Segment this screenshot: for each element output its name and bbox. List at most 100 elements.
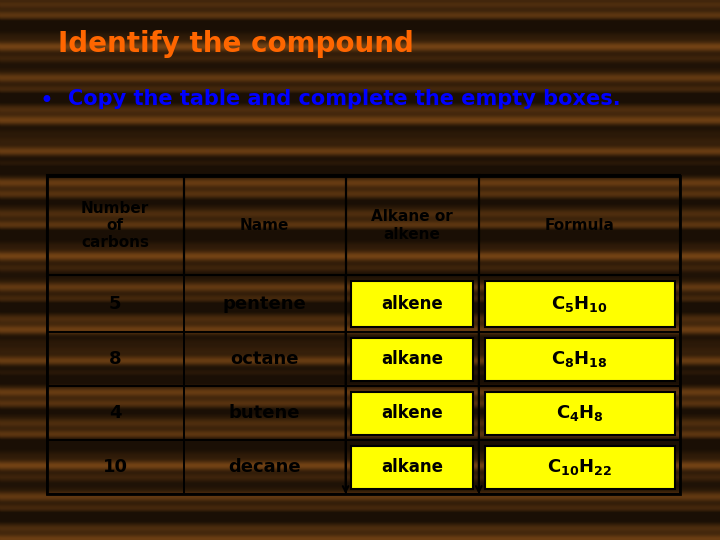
Bar <box>0 429 720 431</box>
Bar <box>0 56 720 57</box>
Bar <box>0 57 720 58</box>
Bar <box>0 228 720 230</box>
Text: pentene: pentene <box>222 295 307 313</box>
Bar <box>0 122 720 123</box>
Bar <box>0 515 720 516</box>
Bar <box>0 491 720 493</box>
Bar <box>0 0 720 1</box>
Bar <box>0 205 720 206</box>
Bar <box>0 354 720 356</box>
Bar <box>0 519 720 521</box>
Bar <box>0 511 720 513</box>
Bar <box>0 21 720 22</box>
Bar <box>0 147 720 149</box>
Bar <box>0 314 720 315</box>
Bar <box>0 504 720 506</box>
Bar <box>0 422 720 424</box>
Bar <box>0 164 720 165</box>
Bar <box>0 273 720 275</box>
Bar <box>0 345 720 346</box>
Bar <box>0 9 720 10</box>
Bar <box>0 71 720 72</box>
Bar <box>0 36 720 37</box>
Bar <box>0 2 720 3</box>
Bar <box>0 120 720 122</box>
Bar <box>0 119 720 121</box>
Bar <box>0 30 720 31</box>
Bar <box>0 489 720 490</box>
Bar <box>0 211 720 212</box>
Bar <box>0 424 720 426</box>
Bar <box>0 450 720 452</box>
Bar <box>0 396 720 398</box>
Bar <box>0 29 720 30</box>
Bar <box>0 384 720 386</box>
Bar <box>0 204 720 205</box>
Bar <box>0 496 720 498</box>
Bar <box>0 516 720 518</box>
Bar <box>0 462 720 464</box>
Bar <box>184 275 346 332</box>
Bar <box>0 35 720 36</box>
Bar <box>0 234 720 236</box>
Bar <box>0 265 720 266</box>
Bar <box>0 481 720 482</box>
Bar <box>0 436 720 438</box>
Bar <box>0 449 720 450</box>
Bar <box>0 235 720 237</box>
Bar <box>0 152 720 153</box>
Bar <box>0 132 720 134</box>
Bar <box>0 192 720 194</box>
Bar <box>0 176 720 177</box>
Bar <box>0 302 720 304</box>
Bar <box>0 226 720 227</box>
Bar <box>0 348 720 349</box>
Text: $\mathbf{C_{4}H_{8}}$: $\mathbf{C_{4}H_{8}}$ <box>556 403 603 423</box>
Bar <box>0 484 720 486</box>
Bar <box>0 531 720 533</box>
Bar <box>0 399 720 400</box>
Bar <box>0 5 720 7</box>
Text: •: • <box>40 89 53 113</box>
Bar <box>0 532 720 534</box>
Bar <box>0 518 720 520</box>
Bar <box>0 116 720 117</box>
Bar <box>0 59 720 61</box>
Bar <box>0 260 720 261</box>
Bar <box>0 89 720 90</box>
Bar <box>0 172 720 174</box>
Bar <box>0 322 720 324</box>
Bar <box>0 244 720 245</box>
Bar <box>0 318 720 319</box>
Bar <box>0 10 720 12</box>
Bar <box>0 509 720 510</box>
Bar <box>346 275 479 332</box>
Bar <box>0 451 720 453</box>
Bar <box>0 319 720 320</box>
Bar <box>0 3 720 4</box>
Bar <box>0 503 720 504</box>
Bar <box>0 285 720 286</box>
Bar <box>0 267 720 269</box>
Bar <box>0 303 720 305</box>
Bar <box>0 180 720 182</box>
Bar <box>0 388 720 389</box>
Bar <box>0 462 720 463</box>
Bar <box>0 280 720 281</box>
Bar <box>0 132 720 133</box>
Bar <box>0 165 720 166</box>
Bar <box>0 97 720 98</box>
Bar <box>0 433 720 434</box>
Bar <box>0 471 720 473</box>
Bar <box>0 19 720 21</box>
Bar <box>0 306 720 307</box>
Bar <box>0 198 720 199</box>
Bar <box>0 489 720 491</box>
Bar <box>0 183 720 184</box>
Bar <box>0 387 720 388</box>
Bar <box>0 534 720 535</box>
Bar <box>0 173 720 175</box>
Bar <box>0 212 720 213</box>
Bar <box>0 526 720 528</box>
Bar <box>0 239 720 240</box>
